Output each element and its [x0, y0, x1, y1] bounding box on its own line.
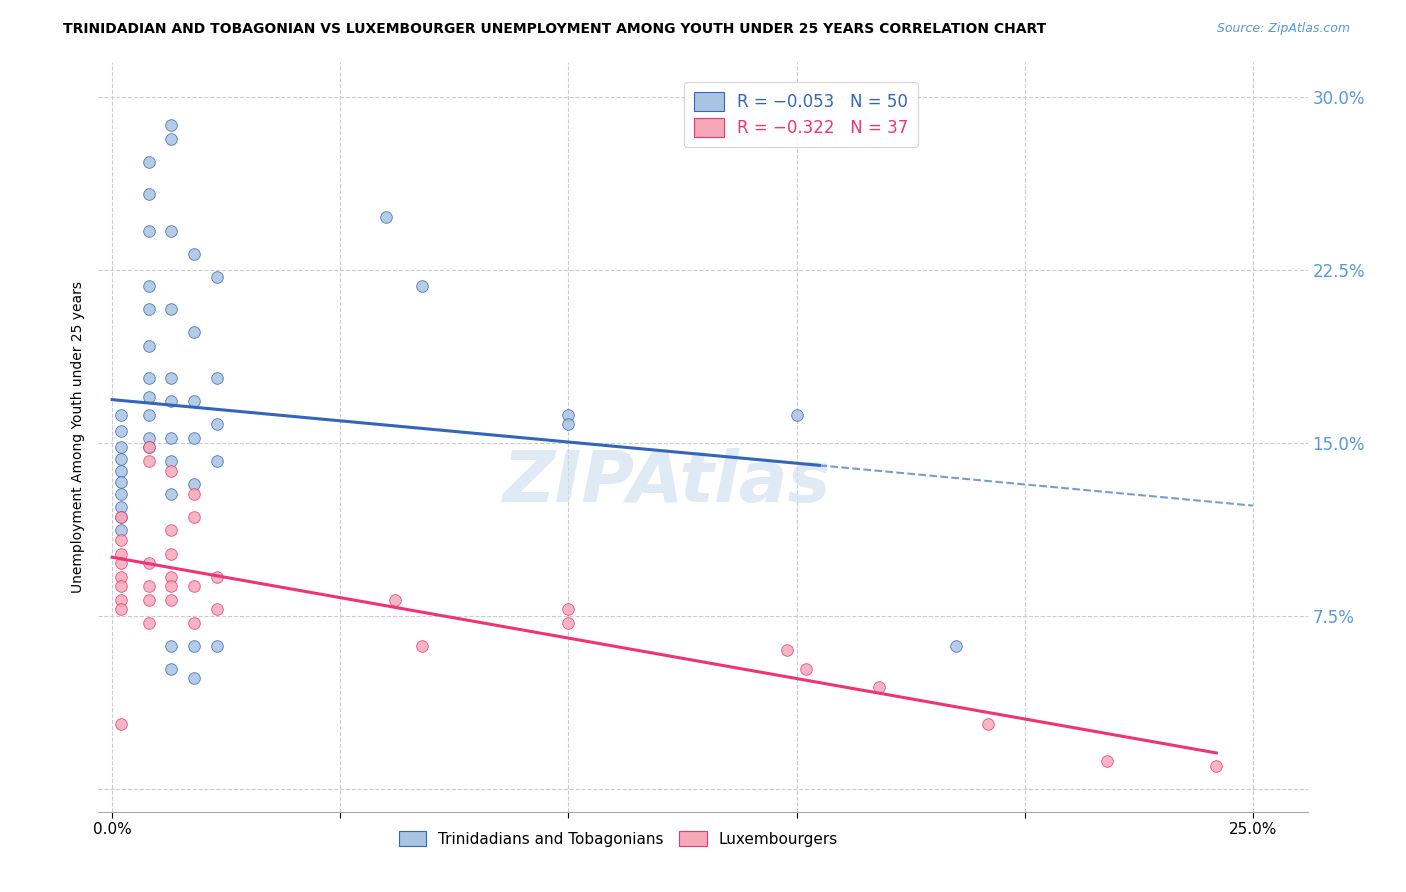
Point — [183, 431, 205, 445]
Point — [183, 615, 205, 630]
Point — [557, 417, 579, 432]
Point — [110, 569, 132, 583]
Point — [110, 441, 132, 455]
Point — [1095, 754, 1118, 768]
Point — [160, 662, 183, 676]
Point — [138, 279, 160, 293]
Text: TRINIDADIAN AND TOBAGONIAN VS LUXEMBOURGER UNEMPLOYMENT AMONG YOUTH UNDER 25 YEA: TRINIDADIAN AND TOBAGONIAN VS LUXEMBOURG… — [63, 22, 1046, 37]
Point — [977, 717, 1000, 731]
Point — [110, 602, 132, 616]
Point — [110, 717, 132, 731]
Point — [205, 569, 228, 583]
Point — [411, 639, 433, 653]
Point — [205, 602, 228, 616]
Point — [110, 463, 132, 477]
Point — [138, 408, 160, 422]
Point — [183, 394, 205, 409]
Point — [183, 247, 205, 261]
Point — [557, 408, 579, 422]
Point — [110, 509, 132, 524]
Point — [205, 269, 228, 284]
Point — [110, 592, 132, 607]
Point — [138, 441, 160, 455]
Point — [110, 547, 132, 561]
Point — [557, 602, 579, 616]
Point — [138, 390, 160, 404]
Point — [138, 339, 160, 353]
Point — [110, 579, 132, 593]
Point — [138, 371, 160, 385]
Point — [110, 533, 132, 547]
Point — [160, 224, 183, 238]
Point — [384, 592, 406, 607]
Point — [138, 186, 160, 201]
Point — [160, 454, 183, 468]
Point — [557, 615, 579, 630]
Point — [411, 279, 433, 293]
Point — [160, 131, 183, 145]
Point — [138, 615, 160, 630]
Point — [160, 547, 183, 561]
Point — [183, 486, 205, 500]
Point — [110, 500, 132, 515]
Point — [110, 509, 132, 524]
Point — [160, 463, 183, 477]
Point — [160, 302, 183, 317]
Point — [374, 210, 396, 224]
Text: ZIPAtlas: ZIPAtlas — [502, 448, 831, 516]
Point — [160, 394, 183, 409]
Point — [138, 454, 160, 468]
Point — [868, 680, 890, 694]
Point — [160, 524, 183, 538]
Point — [183, 671, 205, 685]
Point — [138, 224, 160, 238]
Point — [786, 408, 808, 422]
Point — [138, 556, 160, 570]
Point — [110, 425, 132, 439]
Point — [110, 524, 132, 538]
Y-axis label: Unemployment Among Youth under 25 years: Unemployment Among Youth under 25 years — [72, 281, 86, 593]
Point — [110, 475, 132, 489]
Point — [110, 486, 132, 500]
Point — [183, 639, 205, 653]
Point — [110, 452, 132, 467]
Point — [138, 579, 160, 593]
Point — [160, 431, 183, 445]
Point — [160, 579, 183, 593]
Point — [160, 118, 183, 132]
Point — [160, 592, 183, 607]
Point — [183, 509, 205, 524]
Point — [776, 643, 799, 657]
Point — [205, 417, 228, 432]
Point — [110, 408, 132, 422]
Point — [183, 325, 205, 339]
Point — [205, 371, 228, 385]
Point — [160, 486, 183, 500]
Point — [1205, 758, 1227, 772]
Text: Source: ZipAtlas.com: Source: ZipAtlas.com — [1216, 22, 1350, 36]
Point — [183, 477, 205, 491]
Point — [138, 441, 160, 455]
Point — [138, 302, 160, 317]
Point — [160, 639, 183, 653]
Point — [138, 431, 160, 445]
Point — [110, 556, 132, 570]
Point — [205, 454, 228, 468]
Point — [794, 662, 817, 676]
Point — [205, 639, 228, 653]
Point — [160, 371, 183, 385]
Point — [183, 579, 205, 593]
Point — [138, 592, 160, 607]
Point — [945, 639, 967, 653]
Point — [138, 154, 160, 169]
Point — [160, 569, 183, 583]
Legend: Trinidadians and Tobagonians, Luxembourgers: Trinidadians and Tobagonians, Luxembourg… — [392, 824, 844, 853]
